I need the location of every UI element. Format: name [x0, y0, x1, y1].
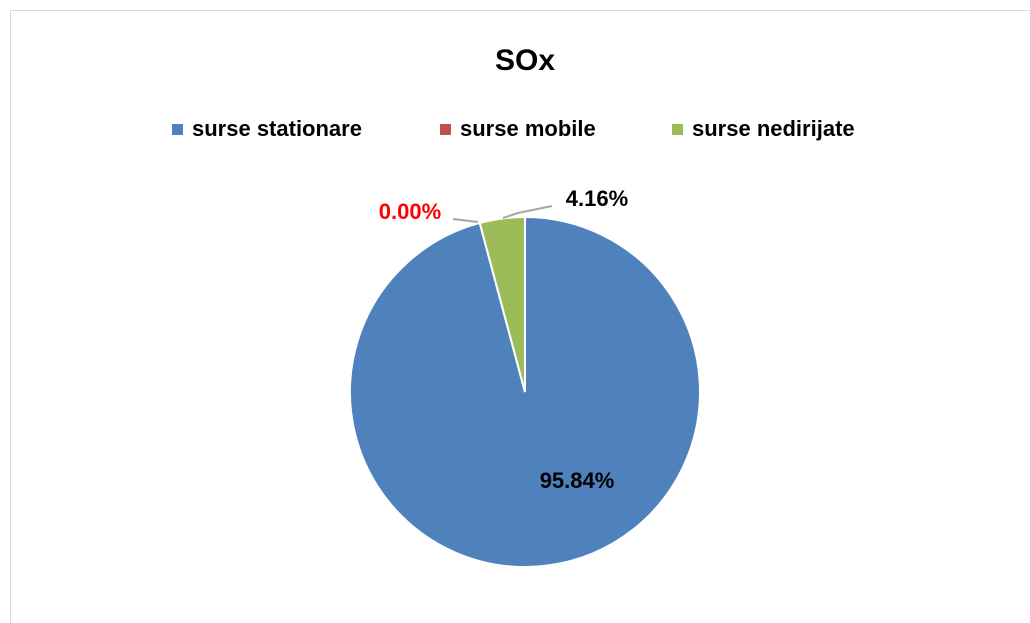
- leader-line: [452, 218, 479, 223]
- pie-slice: [478, 215, 526, 393]
- data-label: 0.00%: [379, 199, 441, 224]
- legend-label: surse mobile: [460, 116, 596, 141]
- data-label: 95.84%: [540, 468, 615, 493]
- legend-swatch: [440, 124, 451, 135]
- legend-swatch: [672, 124, 683, 135]
- data-label: 4.16%: [566, 186, 628, 211]
- leader-line: [502, 205, 553, 219]
- legend-label: surse nedirijate: [692, 116, 855, 141]
- legend-label: surse stationare: [192, 116, 362, 141]
- chart-title: SOx: [495, 44, 555, 77]
- legend-swatch: [172, 124, 183, 135]
